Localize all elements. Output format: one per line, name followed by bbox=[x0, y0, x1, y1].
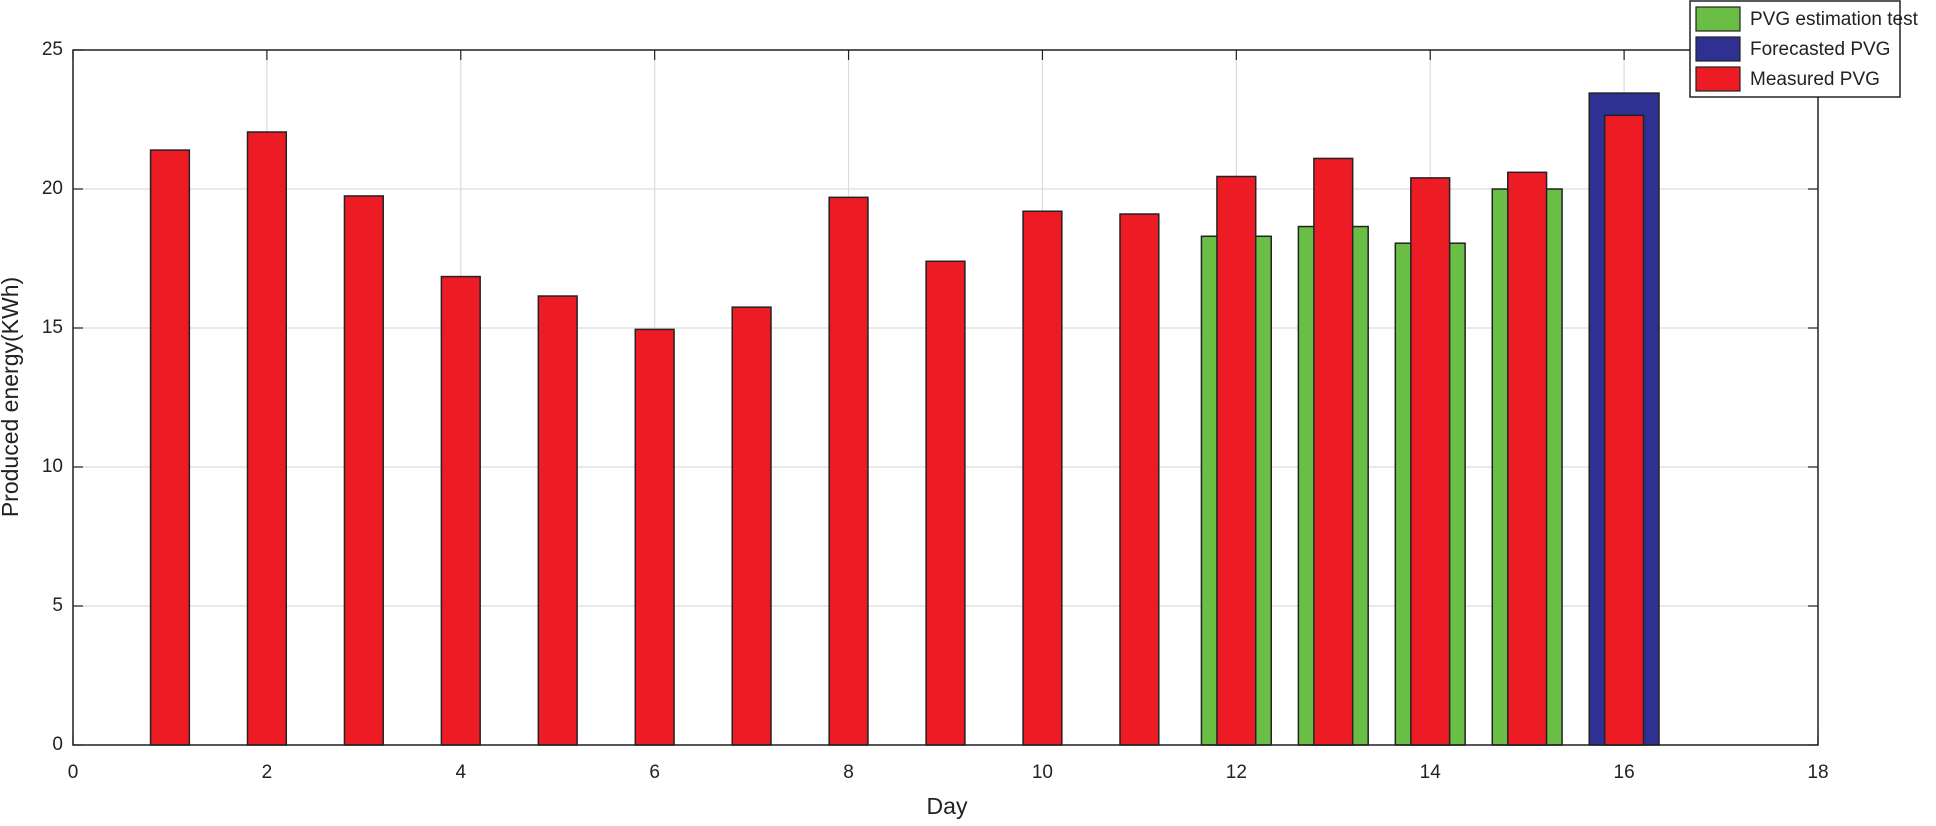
bar bbox=[246, 131, 288, 746]
x-tick-label: 12 bbox=[1226, 762, 1247, 783]
legend-swatch bbox=[1695, 66, 1741, 92]
x-tick-label: 16 bbox=[1614, 762, 1635, 783]
x-tick-label: 4 bbox=[455, 762, 466, 783]
legend-swatch bbox=[1695, 6, 1741, 32]
x-tick-label: 2 bbox=[262, 762, 273, 783]
bar bbox=[537, 295, 578, 746]
bar bbox=[343, 195, 384, 746]
bar bbox=[1410, 177, 1451, 746]
x-tick-label: 8 bbox=[843, 762, 854, 783]
bar bbox=[1022, 210, 1063, 746]
bar bbox=[1603, 114, 1645, 746]
y-axis-label: Produced energy(KWh) bbox=[0, 277, 23, 517]
y-tick-label: 10 bbox=[42, 456, 63, 477]
bar bbox=[634, 328, 675, 746]
plot-frame bbox=[72, 49, 1819, 746]
y-tick-label: 15 bbox=[42, 317, 63, 338]
bar bbox=[925, 260, 966, 746]
bar bbox=[828, 196, 869, 746]
x-tick-label: 0 bbox=[68, 762, 79, 783]
y-tick-label: 20 bbox=[42, 178, 63, 199]
bar bbox=[1119, 213, 1160, 746]
legend-label: PVG estimation test bbox=[1750, 9, 1919, 30]
bar bbox=[1216, 175, 1257, 746]
x-tick-label: 10 bbox=[1032, 762, 1053, 783]
y-tick-label: 5 bbox=[52, 595, 63, 616]
bar bbox=[149, 149, 191, 746]
legend-swatch bbox=[1695, 36, 1741, 62]
bar bbox=[1507, 171, 1548, 746]
bar bbox=[731, 306, 772, 746]
legend-label: Forecasted PVG bbox=[1750, 39, 1890, 60]
x-axis-label: Day bbox=[927, 793, 968, 819]
y-tick-label: 25 bbox=[42, 39, 63, 60]
x-tick-label: 14 bbox=[1420, 762, 1442, 783]
y-tick-label: 0 bbox=[52, 734, 63, 755]
bar bbox=[440, 275, 481, 746]
legend-label: Measured PVG bbox=[1750, 69, 1880, 90]
x-tick-label: 6 bbox=[649, 762, 660, 783]
bar bbox=[1313, 157, 1354, 746]
x-tick-label: 18 bbox=[1807, 762, 1828, 783]
